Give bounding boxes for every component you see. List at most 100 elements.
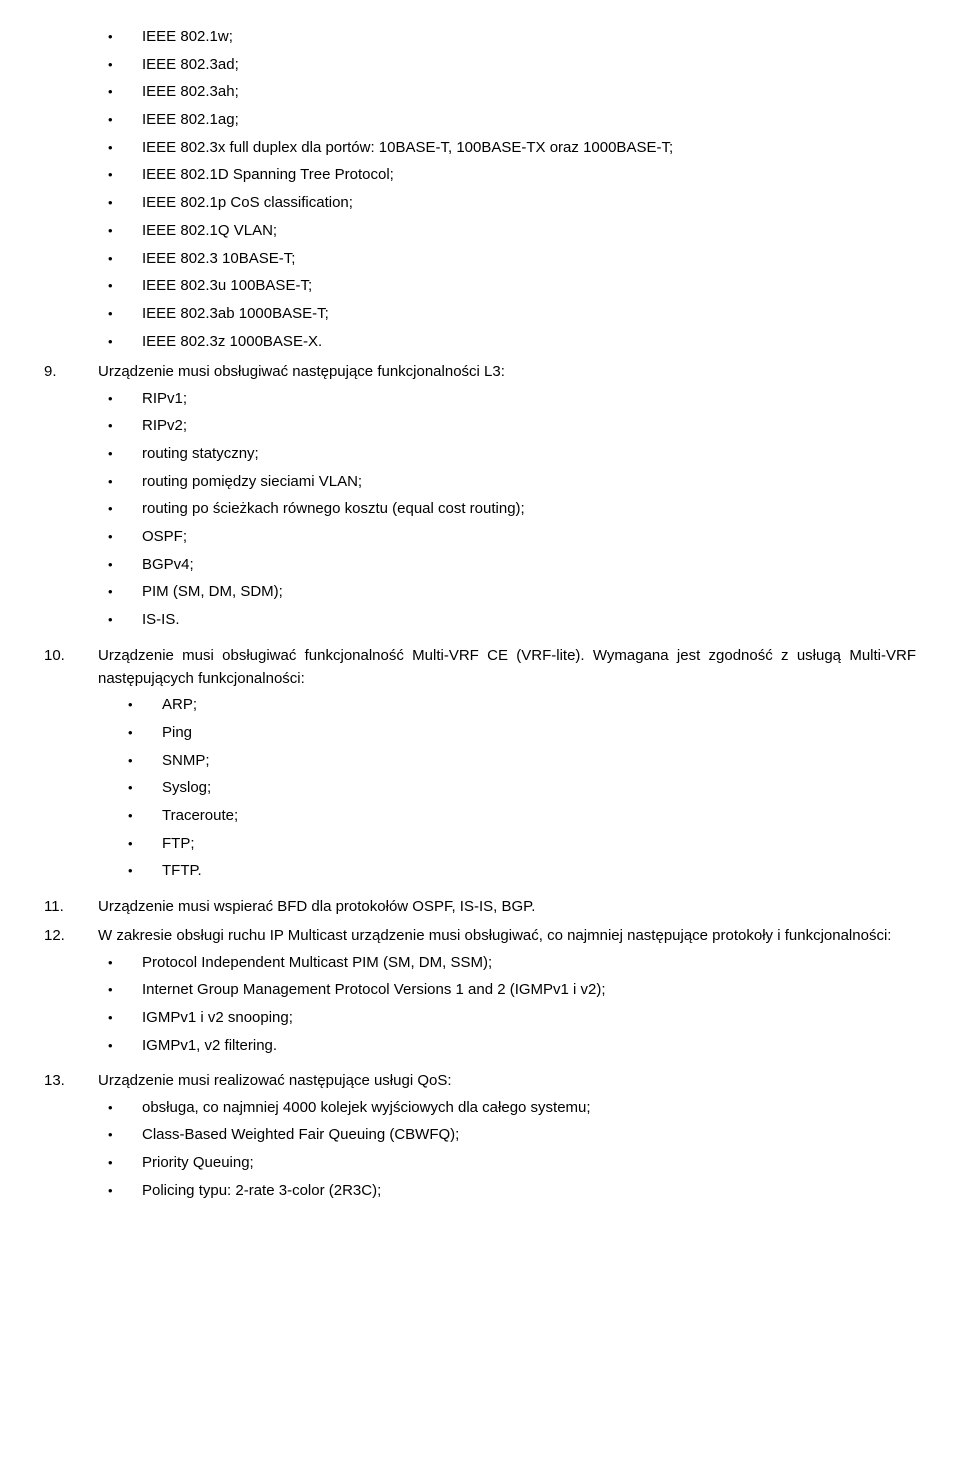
bullet-list: •ARP;•Ping•SNMP;•Syslog;•Traceroute;•FTP… (98, 693, 916, 884)
item-body: Urządzenie musi obsługiwać funkcjonalnoś… (98, 644, 916, 889)
bullet-item: •IGMPv1 i v2 snooping; (98, 1006, 916, 1031)
bullet-item: •Internet Group Management Protocol Vers… (98, 978, 916, 1003)
page: •IEEE 802.1w;•IEEE 802.3ad;•IEEE 802.3ah… (0, 0, 960, 1254)
bullet-text: IGMPv1 i v2 snooping; (142, 1006, 916, 1029)
bullet-glyph: • (98, 951, 142, 976)
bullet-item: •routing po ścieżkach równego kosztu (eq… (98, 497, 916, 522)
bullet-text: IS-IS. (142, 608, 916, 631)
bullet-glyph: • (98, 80, 142, 105)
bullet-text: TFTP. (162, 859, 916, 882)
bullet-glyph: • (98, 108, 142, 133)
bullet-text: IEEE 802.1w; (142, 25, 916, 48)
item-number: 11. (44, 895, 98, 918)
bullet-text: Protocol Independent Multicast PIM (SM, … (142, 951, 916, 974)
bullet-glyph: • (98, 191, 142, 216)
bullet-glyph: • (98, 497, 142, 522)
bullet-glyph: • (98, 414, 142, 439)
bullet-item: •IEEE 802.3ab 1000BASE-T; (98, 302, 916, 327)
bullet-item: •obsługa, co najmniej 4000 kolejek wyjśc… (98, 1096, 916, 1121)
bullet-text: IEEE 802.3 10BASE-T; (142, 247, 916, 270)
bullet-glyph: • (98, 387, 142, 412)
bullet-glyph: • (98, 219, 142, 244)
bullet-text: routing statyczny; (142, 442, 916, 465)
bullet-glyph: • (98, 832, 162, 857)
bullet-text: Syslog; (162, 776, 916, 799)
item-number: 13. (44, 1069, 98, 1092)
bullet-text: obsługa, co najmniej 4000 kolejek wyjści… (142, 1096, 916, 1119)
bullet-item: •IEEE 802.3x full duplex dla portów: 10B… (98, 136, 916, 161)
bullet-text: routing pomiędzy sieciami VLAN; (142, 470, 916, 493)
bullet-item: •Traceroute; (98, 804, 916, 829)
bullet-text: IEEE 802.1p CoS classification; (142, 191, 916, 214)
numbered-item: 10.Urządzenie musi obsługiwać funkcjonal… (44, 644, 916, 889)
bullet-text: FTP; (162, 832, 916, 855)
bullet-glyph: • (98, 608, 142, 633)
bullet-glyph: • (98, 442, 142, 467)
item-number: 10. (44, 644, 98, 667)
bullet-text: IEEE 802.3z 1000BASE-X. (142, 330, 916, 353)
bullet-glyph: • (98, 580, 142, 605)
bullet-glyph: • (98, 1123, 142, 1148)
orphan-bullet-list: •IEEE 802.1w;•IEEE 802.3ad;•IEEE 802.3ah… (98, 25, 916, 354)
bullet-text: Priority Queuing; (142, 1151, 916, 1174)
bullet-item: •ARP; (98, 693, 916, 718)
bullet-text: Internet Group Management Protocol Versi… (142, 978, 916, 1001)
bullet-glyph: • (98, 470, 142, 495)
bullet-item: •IEEE 802.1p CoS classification; (98, 191, 916, 216)
bullet-glyph: • (98, 1006, 142, 1031)
bullet-text: RIPv2; (142, 414, 916, 437)
item-text: Urządzenie musi obsługiwać funkcjonalnoś… (98, 644, 916, 691)
bullet-glyph: • (98, 693, 162, 718)
bullet-text: BGPv4; (142, 553, 916, 576)
bullet-item: •IEEE 802.3ad; (98, 53, 916, 78)
bullet-text: routing po ścieżkach równego kosztu (equ… (142, 497, 916, 520)
bullet-item: •IEEE 802.1D Spanning Tree Protocol; (98, 163, 916, 188)
item-body: W zakresie obsługi ruchu IP Multicast ur… (98, 924, 916, 1063)
bullet-text: PIM (SM, DM, SDM); (142, 580, 916, 603)
bullet-item: •SNMP; (98, 749, 916, 774)
bullet-item: •Priority Queuing; (98, 1151, 916, 1176)
numbered-list: 9.Urządzenie musi obsługiwać następujące… (44, 360, 916, 1208)
item-text: W zakresie obsługi ruchu IP Multicast ur… (98, 924, 916, 947)
bullet-glyph: • (98, 274, 142, 299)
bullet-glyph: • (98, 721, 162, 746)
bullet-text: IEEE 802.1D Spanning Tree Protocol; (142, 163, 916, 186)
bullet-item: •routing pomiędzy sieciami VLAN; (98, 470, 916, 495)
bullet-glyph: • (98, 553, 142, 578)
bullet-glyph: • (98, 25, 142, 50)
bullet-glyph: • (98, 247, 142, 272)
bullet-text: Traceroute; (162, 804, 916, 827)
bullet-glyph: • (98, 53, 142, 78)
numbered-item: 9.Urządzenie musi obsługiwać następujące… (44, 360, 916, 637)
bullet-item: •IEEE 802.3u 100BASE-T; (98, 274, 916, 299)
bullet-item: •Policing typu: 2-rate 3-color (2R3C); (98, 1179, 916, 1204)
numbered-item: 12.W zakresie obsługi ruchu IP Multicast… (44, 924, 916, 1063)
bullet-item: •Syslog; (98, 776, 916, 801)
bullet-item: •IEEE 802.3ah; (98, 80, 916, 105)
bullet-glyph: • (98, 525, 142, 550)
item-text: Urządzenie musi obsługiwać następujące f… (98, 360, 916, 383)
bullet-glyph: • (98, 978, 142, 1003)
bullet-text: IEEE 802.3x full duplex dla portów: 10BA… (142, 136, 916, 159)
bullet-text: Ping (162, 721, 916, 744)
bullet-text: IGMPv1, v2 filtering. (142, 1034, 916, 1057)
bullet-list: •obsługa, co najmniej 4000 kolejek wyjśc… (98, 1096, 916, 1204)
item-body: Urządzenie musi realizować następujące u… (98, 1069, 916, 1208)
item-body: Urządzenie musi wspierać BFD dla protoko… (98, 895, 916, 918)
bullet-item: •RIPv1; (98, 387, 916, 412)
bullet-glyph: • (98, 330, 142, 355)
bullet-text: Class-Based Weighted Fair Queuing (CBWFQ… (142, 1123, 916, 1146)
bullet-text: IEEE 802.1Q VLAN; (142, 219, 916, 242)
bullet-text: Policing typu: 2-rate 3-color (2R3C); (142, 1179, 916, 1202)
bullet-glyph: • (98, 804, 162, 829)
bullet-item: •OSPF; (98, 525, 916, 550)
bullet-item: •IEEE 802.1Q VLAN; (98, 219, 916, 244)
bullet-glyph: • (98, 1034, 142, 1059)
bullet-text: IEEE 802.3ad; (142, 53, 916, 76)
numbered-item: 13.Urządzenie musi realizować następując… (44, 1069, 916, 1208)
item-number: 12. (44, 924, 98, 947)
bullet-item: •IEEE 802.1w; (98, 25, 916, 50)
bullet-text: ARP; (162, 693, 916, 716)
bullet-item: •Ping (98, 721, 916, 746)
bullet-glyph: • (98, 749, 162, 774)
